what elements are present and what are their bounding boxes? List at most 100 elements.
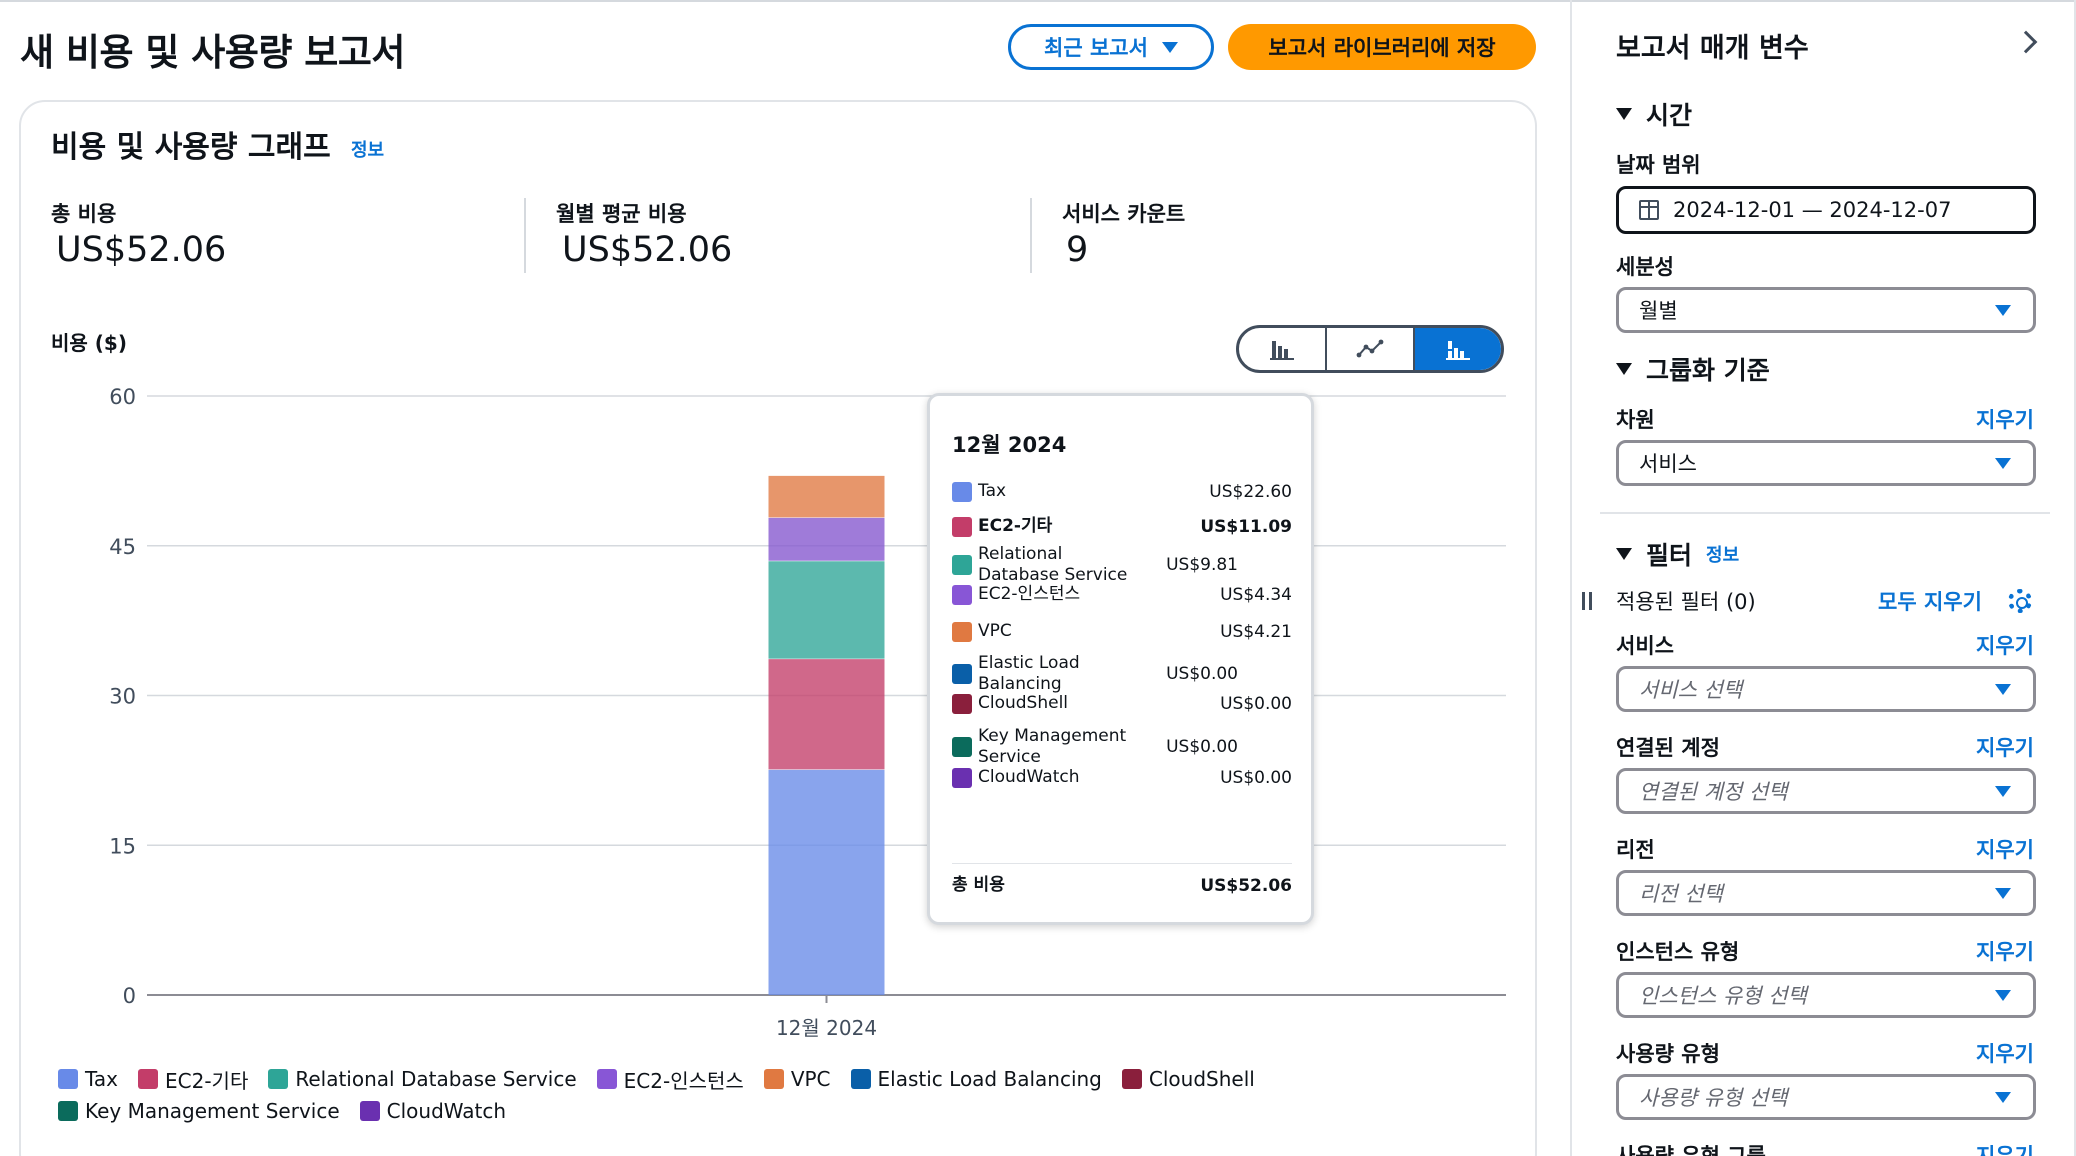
legend-swatch: [1121, 1069, 1142, 1089]
filter-clear-link[interactable]: 지우기: [1976, 1144, 2034, 1156]
legend-label: CloudWatch: [386, 1099, 507, 1123]
y-tick-label: 15: [109, 834, 136, 858]
legend-swatch: [763, 1069, 784, 1089]
stacked-bar-chart-icon: [1446, 341, 1470, 360]
date-range-picker[interactable]: 2024-12-01 — 2024-12-07: [1616, 186, 2036, 234]
tooltip-swatch: [952, 584, 972, 605]
granularity-select[interactable]: 월별: [1616, 287, 2036, 333]
applied-filters-count: 적용된 필터 (0): [1616, 590, 1756, 614]
y-tick-label: 45: [109, 535, 136, 559]
resize-handle-icon[interactable]: [1582, 592, 1592, 610]
y-tick-label: 0: [123, 984, 136, 1008]
filter-clear-link[interactable]: 지우기: [1976, 940, 2034, 964]
tooltip-total-row: 총 비용 US$52.06: [952, 875, 1292, 896]
filter-label: 사용량 유형: [1616, 1042, 1720, 1066]
tooltip-row: EC2-기타 US$11.09: [952, 516, 1292, 537]
group-by-section-toggle[interactable]: 그룹화 기준: [1616, 351, 1770, 387]
caret-down-icon: [1995, 684, 2011, 695]
tooltip-swatch: [952, 693, 972, 714]
tooltip-row: VPC US$4.21: [952, 621, 1292, 642]
caret-down-icon: [1161, 41, 1178, 53]
filter-select[interactable]: 서비스 선택: [1616, 666, 2036, 712]
filter-clear-link[interactable]: 지우기: [1976, 838, 2034, 862]
tooltip-series-name: CloudShell: [978, 693, 1069, 713]
legend-item[interactable]: Relational Database Service: [268, 1066, 577, 1092]
legend-label: EC2-기타: [165, 1068, 249, 1093]
time-section-toggle[interactable]: 시간: [1616, 96, 1692, 132]
caret-down-icon: [1616, 548, 1632, 560]
legend-item[interactable]: EC2-인스턴스: [596, 1066, 744, 1093]
kpi-total-cost-label: 총 비용: [51, 202, 117, 226]
legend-item[interactable]: EC2-기타: [138, 1066, 249, 1093]
legend-label: Relational Database Service: [295, 1067, 577, 1091]
filter-placeholder: 서비스 선택: [1639, 678, 1743, 702]
legend-item[interactable]: Tax: [58, 1066, 118, 1092]
filter-label: 연결된 계정: [1616, 736, 1720, 760]
caret-down-icon: [1616, 363, 1632, 375]
legend-swatch: [596, 1069, 617, 1089]
tooltip-swatch: [952, 481, 972, 502]
recent-reports-button[interactable]: 최근 보고서: [1008, 24, 1214, 70]
recent-reports-label: 최근 보고서: [1044, 36, 1148, 60]
chart-info-link[interactable]: 정보: [351, 140, 385, 161]
tooltip-series-value: US$4.21: [1220, 621, 1292, 642]
panel-edge: [2074, 0, 2076, 1156]
tooltip-row: Relational Database Service US$9.81: [952, 544, 1292, 586]
settings-gear-icon[interactable]: [2008, 589, 2032, 613]
dimension-select[interactable]: 서비스: [1616, 440, 2036, 486]
caret-down-icon: [1616, 108, 1632, 120]
filter-clear-link[interactable]: 지우기: [1976, 736, 2034, 760]
legend-item[interactable]: CloudWatch: [359, 1098, 507, 1124]
line-chart-icon: [1356, 339, 1384, 358]
clear-all-filters-link[interactable]: 모두 지우기: [1878, 590, 1982, 614]
legend-swatch: [359, 1101, 380, 1121]
date-range-value: 2024-12-01 — 2024-12-07: [1673, 198, 1952, 222]
bar-segment: [768, 517, 885, 561]
caret-down-icon: [1995, 888, 2011, 899]
granularity-label: 세분성: [1616, 255, 1674, 279]
filter-info-link[interactable]: 정보: [1706, 545, 1740, 566]
x-tick-label: 12월 2024: [776, 1016, 877, 1040]
filter-section-toggle[interactable]: 필터 정보: [1616, 536, 1739, 572]
legend-item[interactable]: VPC: [763, 1066, 831, 1092]
legend-item[interactable]: Elastic Load Balancing: [850, 1066, 1102, 1092]
bar-segment: [768, 475, 885, 518]
filter-select[interactable]: 사용량 유형 선택: [1616, 1074, 2036, 1120]
tooltip-swatch: [952, 621, 972, 642]
chart-type-toggle[interactable]: [1236, 325, 1504, 373]
tooltip-row: CloudShell US$0.00: [952, 693, 1292, 714]
tooltip-swatch: [952, 516, 972, 537]
legend-label: Tax: [85, 1067, 118, 1091]
kpi-service-count-value: 9: [1066, 230, 1089, 270]
tooltip-series-value: US$0.00: [1166, 737, 1238, 757]
tooltip-series-name: CloudWatch: [978, 767, 1080, 787]
kpi-service-count-label: 서비스 카운트: [1062, 202, 1186, 226]
kpi-monthly-average-label: 월별 평균 비용: [556, 202, 687, 226]
tooltip-swatch: [952, 555, 972, 575]
filter-select[interactable]: 인스턴스 유형 선택: [1616, 972, 2036, 1018]
legend-item[interactable]: Key Management Service: [58, 1098, 340, 1124]
stacked-bar-chart-toggle[interactable]: [1415, 328, 1501, 370]
caret-down-icon: [1995, 990, 2011, 1001]
tooltip-row: EC2-인스턴스 US$4.34: [952, 584, 1292, 605]
filter-select[interactable]: 연결된 계정 선택: [1616, 768, 2036, 814]
tooltip-separator: [952, 863, 1292, 864]
bar-chart-toggle[interactable]: [1239, 328, 1327, 370]
tooltip-row: Tax US$22.60: [952, 481, 1292, 502]
filter-clear-link[interactable]: 지우기: [1976, 1042, 2034, 1066]
tooltip-series-value: US$0.00: [1220, 693, 1292, 714]
y-axis-title: 비용 ($): [51, 331, 127, 355]
kpi-monthly-average-value: US$52.06: [562, 230, 733, 270]
legend-item[interactable]: CloudShell: [1121, 1066, 1255, 1092]
filter-select[interactable]: 리전 선택: [1616, 870, 2036, 916]
dimension-clear-link[interactable]: 지우기: [1976, 408, 2034, 432]
tooltip-series-value: US$0.00: [1220, 767, 1292, 788]
chart-tooltip: 12월 2024 총 비용 US$52.06 Tax US$22.60 EC2-기타…: [927, 393, 1314, 925]
tooltip-series-name: EC2-기타: [978, 516, 1053, 536]
save-to-library-button[interactable]: 보고서 라이브러리에 저장: [1228, 24, 1536, 70]
tooltip-series-value: US$9.81: [1166, 555, 1238, 575]
filter-section-title: 필터: [1646, 541, 1693, 570]
line-chart-toggle[interactable]: [1327, 328, 1415, 370]
tooltip-series-name: Key Management Service: [978, 726, 1127, 767]
filter-clear-link[interactable]: 지우기: [1976, 634, 2034, 658]
